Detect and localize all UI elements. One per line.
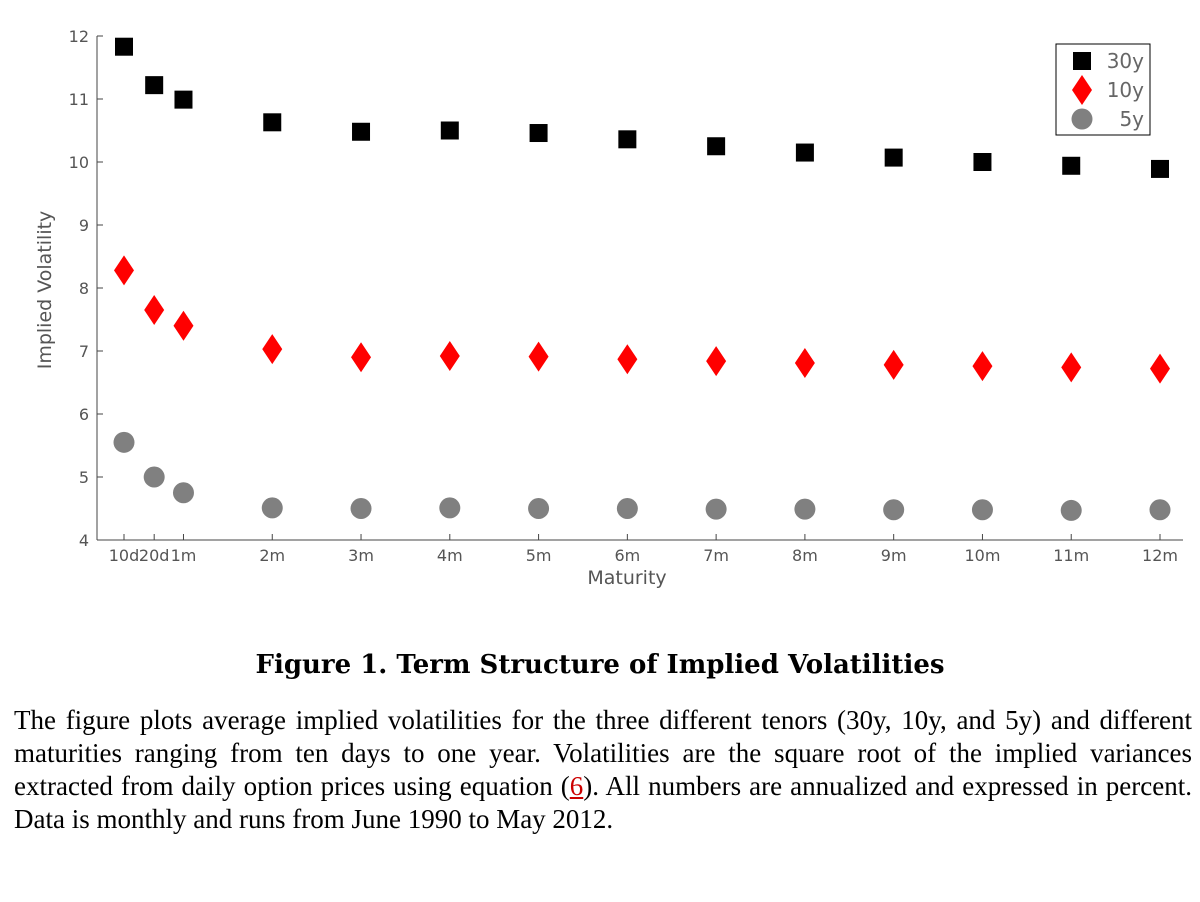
term-structure-chart: 4 5 6 7 8 9 10 11 12 10d 20d 1m 2m 3m 4m 5m 6m 7m 8m 9m 10m… xyxy=(34,27,1183,589)
data-point-10y xyxy=(1061,352,1082,383)
legend-label-5y: 5y xyxy=(1119,107,1144,131)
x-tick-label: 7m xyxy=(703,546,729,565)
x-tick-label: 5m xyxy=(526,546,552,565)
data-point-30y xyxy=(1151,159,1169,178)
data-point-5y xyxy=(350,498,372,519)
equation-link[interactable]: 6 xyxy=(569,771,584,801)
legend-marker-30y xyxy=(1073,52,1091,70)
y-tick-label: 11 xyxy=(69,90,89,109)
y-tick-label: 9 xyxy=(79,216,89,235)
x-tick-label: 1m xyxy=(171,546,197,565)
chart-axes xyxy=(96,36,1183,541)
x-tick-label: 20d xyxy=(139,546,170,565)
data-point-30y xyxy=(440,121,459,140)
x-tick-label: 11m xyxy=(1053,546,1089,565)
x-tick-label: 4m xyxy=(437,546,463,565)
data-point-5y xyxy=(172,482,194,504)
x-tick-label: 6m xyxy=(614,546,640,565)
chart-marks xyxy=(113,37,1171,521)
data-point-10y xyxy=(439,341,460,372)
y-axis-ticks: 4 5 6 7 8 9 10 11 12 xyxy=(69,27,103,550)
x-tick-label: 3m xyxy=(348,546,374,565)
data-point-30y xyxy=(529,124,548,143)
y-tick-label: 12 xyxy=(69,27,89,46)
legend-marker-10y xyxy=(1072,75,1092,105)
data-point-10y xyxy=(528,341,549,372)
data-point-5y xyxy=(1060,499,1082,521)
y-tick-label: 4 xyxy=(79,531,89,550)
data-point-10y xyxy=(706,346,727,377)
data-point-5y xyxy=(883,499,905,521)
data-point-5y xyxy=(143,466,165,488)
y-tick-label: 5 xyxy=(79,468,89,487)
data-point-10y xyxy=(351,342,372,373)
data-point-5y xyxy=(971,499,993,521)
data-point-30y xyxy=(1062,156,1081,175)
data-point-10y xyxy=(262,334,283,365)
figure-caption-text: The figure plots average implied volatil… xyxy=(14,704,1192,836)
data-point-5y xyxy=(261,497,283,519)
x-axis-title: Maturity xyxy=(587,567,666,589)
x-tick-label: 9m xyxy=(881,546,907,565)
legend-label-30y: 30y xyxy=(1107,49,1144,73)
data-point-30y xyxy=(145,76,164,95)
data-point-30y xyxy=(263,113,282,132)
y-tick-label: 10 xyxy=(69,153,89,172)
data-point-5y xyxy=(113,431,135,453)
y-tick-label: 8 xyxy=(79,279,89,298)
data-point-5y xyxy=(705,498,727,520)
data-point-30y xyxy=(352,122,371,141)
x-tick-label: 10m xyxy=(964,546,1000,565)
data-point-30y xyxy=(707,137,726,156)
data-point-30y xyxy=(973,153,992,171)
caption-text-part-1: The figure plots average implied volatil… xyxy=(14,705,1192,801)
data-point-10y xyxy=(1150,353,1170,384)
x-tick-label: 8m xyxy=(792,546,818,565)
legend-marker-5y xyxy=(1071,108,1093,130)
data-point-30y xyxy=(618,130,637,149)
legend-label-10y: 10y xyxy=(1107,78,1144,102)
data-point-30y xyxy=(795,143,814,162)
data-point-30y xyxy=(884,148,903,167)
y-axis-title: Implied Volatility xyxy=(34,211,56,370)
y-tick-label: 6 xyxy=(79,405,89,424)
chart-legend: 30y 10y 5y xyxy=(1055,43,1151,136)
y-tick-label: 7 xyxy=(79,342,89,361)
data-point-30y xyxy=(174,90,193,109)
data-point-10y xyxy=(173,310,194,341)
data-point-30y xyxy=(115,37,133,56)
data-point-5y xyxy=(528,498,550,519)
x-axis-ticks: 10d 20d 1m 2m 3m 4m 5m 6m 7m 8m 9m 10m 11m 12m xyxy=(109,534,1178,565)
data-point-10y xyxy=(794,347,815,378)
x-tick-label: 12m xyxy=(1142,546,1178,565)
figure-caption-title: Figure 1. Term Structure of Implied Vola… xyxy=(255,650,945,680)
data-point-10y xyxy=(617,344,638,375)
data-point-5y xyxy=(616,498,638,519)
caption-text-part-2: ). All numbers are annualized and expres… xyxy=(14,771,1192,834)
x-tick-label: 2m xyxy=(259,546,285,565)
data-point-5y xyxy=(439,497,461,519)
x-tick-label: 10d xyxy=(109,546,140,565)
data-point-5y xyxy=(1149,499,1171,521)
data-point-10y xyxy=(114,255,134,286)
data-point-10y xyxy=(144,295,165,326)
data-point-10y xyxy=(883,349,904,380)
data-point-10y xyxy=(972,351,993,382)
data-point-5y xyxy=(794,498,816,520)
